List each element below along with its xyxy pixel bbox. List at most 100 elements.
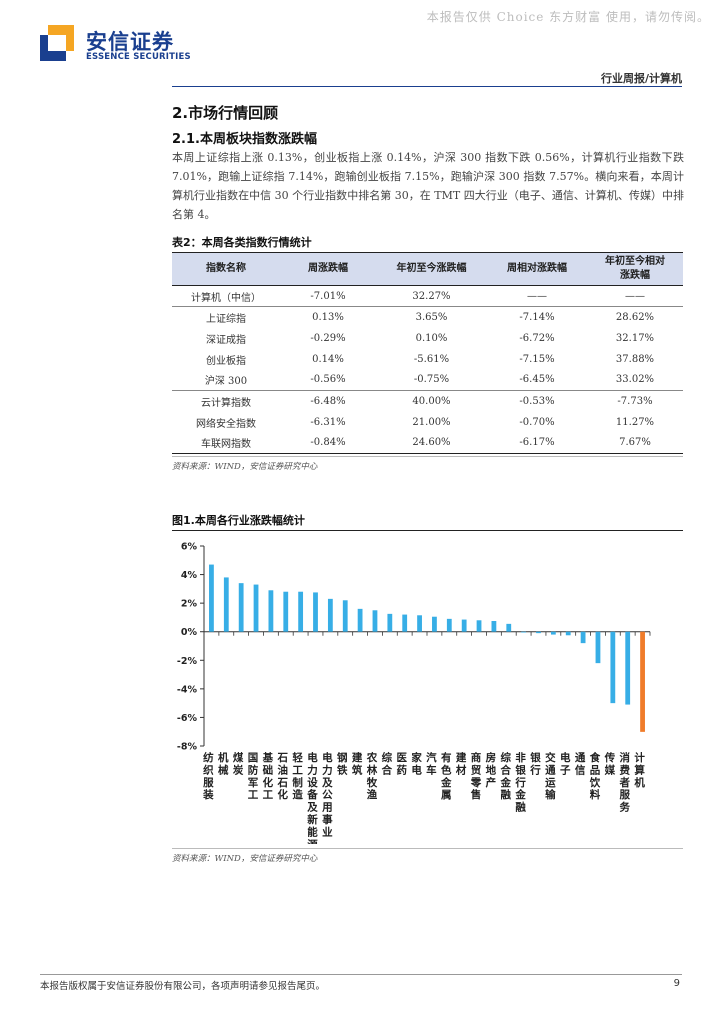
cell-weekly-relative: -6.72% xyxy=(519,332,555,344)
category-label: 家电 xyxy=(411,751,422,776)
bar-7 xyxy=(313,592,318,632)
cell-ytd-change: -5.61% xyxy=(413,353,450,365)
cell-weekly-relative: -7.15% xyxy=(519,353,555,365)
cell-ytd-relative: -7.73% xyxy=(617,395,653,407)
bar-3 xyxy=(253,584,259,632)
table-row: 云计算指数 -6.48% 40.00% -0.53% -7.73% xyxy=(172,391,683,412)
category-label: 传媒 xyxy=(604,751,616,776)
bar-22 xyxy=(536,631,541,634)
category-label: 通信 xyxy=(575,752,586,776)
category-label: 汽车 xyxy=(426,751,437,776)
report-category: 行业周报/计算机 xyxy=(600,72,682,85)
bar-20 xyxy=(506,623,512,632)
category-label: 银行 xyxy=(529,751,541,776)
figure-top-rule xyxy=(172,530,683,531)
y-tick-label: -2% xyxy=(177,656,198,667)
table-row: 沪深 300 -0.56% -0.75% -6.45% 33.02% xyxy=(172,369,683,391)
y-tick-label: -8% xyxy=(177,742,198,753)
cell-ytd-change: 0.10% xyxy=(415,332,448,344)
cell-ytd-change: 32.27% xyxy=(376,285,487,307)
cell-ytd-change: 21.00% xyxy=(412,416,451,428)
page-number: 9 xyxy=(673,978,680,989)
col-header-weekly-relative: 周相对涨跌幅 xyxy=(487,252,587,286)
bar-27 xyxy=(610,631,616,704)
cell-index-name: 上证综指 xyxy=(206,313,246,325)
table-row: 网络安全指数 -6.31% 21.00% -0.70% 11.27% xyxy=(172,412,683,433)
bar-14 xyxy=(417,615,422,632)
category-label: 消费者服务 xyxy=(618,751,630,814)
cell-ytd-change: -0.75% xyxy=(376,369,487,391)
table-row: 车联网指数 -0.84% 24.60% -6.17% 7.67% xyxy=(172,432,683,454)
cell-weekly-change: -6.31% xyxy=(310,416,346,428)
category-label: 综合金融 xyxy=(500,751,512,801)
table-title: 表2：本周各类指数行情统计 xyxy=(172,236,312,249)
bar-25 xyxy=(580,631,586,644)
cell-ytd-relative: 32.17% xyxy=(615,332,655,344)
y-tick-label: -6% xyxy=(177,713,198,724)
category-label: 建筑 xyxy=(351,751,363,776)
figure-title: 图1.本周各行业涨跌幅统计 xyxy=(172,514,305,527)
cell-weekly-change: 0.14% xyxy=(312,353,344,365)
category-label: 综合 xyxy=(381,751,393,776)
logo-name: 安信证券 xyxy=(86,30,174,54)
bar-4 xyxy=(268,590,274,632)
index-table-container: 指数名称 周涨跌幅 年初至今涨跌幅 周相对涨跌幅 年初至今相对涨跌幅 计算机（中… xyxy=(172,252,683,454)
y-tick-label: 4% xyxy=(181,570,198,581)
bar-0 xyxy=(209,564,214,632)
header-divider xyxy=(172,86,682,87)
cell-weekly-relative: -0.70% xyxy=(519,416,555,428)
table-source-note: 资料来源：WIND，安信证券研究中心 xyxy=(172,462,318,472)
col-header-ytd-change: 年初至今涨跌幅 xyxy=(376,252,487,286)
cell-weekly-change: -0.56% xyxy=(280,369,376,391)
cell-index-name: 云计算指数 xyxy=(201,397,251,409)
category-label: 纺织服装 xyxy=(202,751,214,801)
cell-index-name: 沪深 300 xyxy=(172,369,280,391)
subsection-heading: 2.1.本周板块指数涨跌幅 xyxy=(172,132,317,147)
table-header-row: 指数名称 周涨跌幅 年初至今涨跌幅 周相对涨跌幅 年初至今相对涨跌幅 xyxy=(172,252,683,286)
bar-21 xyxy=(521,631,527,633)
category-label: 房地产 xyxy=(486,751,497,789)
table-bottom-rule xyxy=(172,456,683,457)
bar-19 xyxy=(491,621,497,632)
table-row: 创业板指 0.14% -5.61% -7.15% 37.88% xyxy=(172,349,683,370)
cell-ytd-relative: 7.67% xyxy=(587,432,683,454)
cell-ytd-relative: 28.62% xyxy=(615,311,655,323)
cell-weekly-relative: -6.17% xyxy=(487,432,587,454)
cell-weekly-relative: -7.14% xyxy=(519,311,555,323)
cell-weekly-change: 0.13% xyxy=(312,311,344,323)
copyright-notice: 本报告版权属于安信证券股份有限公司，各项声明请参见报告尾页。 xyxy=(40,981,326,992)
bar-8 xyxy=(327,598,333,632)
cell-index-name: 车联网指数 xyxy=(172,432,280,454)
bar-15 xyxy=(432,616,437,632)
col-header-index-name: 指数名称 xyxy=(172,252,280,286)
cell-weekly-change: -0.84% xyxy=(280,432,376,454)
company-logo: 安信证券 ESSENCE SECURITIES xyxy=(40,25,200,67)
bar-13 xyxy=(402,614,408,632)
bar-2 xyxy=(238,583,244,632)
bar-28 xyxy=(625,631,631,705)
bar-11 xyxy=(372,610,378,632)
industry-change-bar-chart: 6% 4% 2% 0% -2% -4% -6% -8% 纺织服装机械煤炭国防军工基础化工石油石化… xyxy=(177,542,651,844)
table-row: 深证成指 -0.29% 0.10% -6.72% 32.17% xyxy=(172,328,683,349)
cell-ytd-relative: —— xyxy=(587,285,683,307)
y-tick-label: -4% xyxy=(177,684,198,695)
cell-weekly-relative: —— xyxy=(487,285,587,307)
category-label: 机械 xyxy=(218,751,229,776)
bar-17 xyxy=(461,619,467,632)
logo-mark-icon xyxy=(40,25,74,61)
category-label: 建材 xyxy=(455,751,467,776)
bar-16 xyxy=(446,618,452,632)
category-label: 电力及公用事业 xyxy=(321,751,333,838)
cell-index-name: 创业板指 xyxy=(206,355,246,367)
figure-bottom-rule xyxy=(172,848,683,849)
cell-weekly-change: -7.01% xyxy=(280,285,376,307)
category-label: 医药 xyxy=(396,752,407,776)
market-review-paragraph: 本周上证综指上涨 0.13%，创业板指上涨 0.14%，沪深 300 指数下跌 … xyxy=(172,151,684,221)
cell-ytd-relative: 11.27% xyxy=(615,416,655,428)
category-label: 食品饮料 xyxy=(589,751,601,801)
cell-index-name: 网络安全指数 xyxy=(196,418,256,430)
bar-29 xyxy=(640,631,645,732)
bar-24 xyxy=(565,631,571,636)
col-header-ytd-relative: 年初至今相对涨跌幅 xyxy=(587,252,683,286)
footer-divider xyxy=(40,974,682,975)
